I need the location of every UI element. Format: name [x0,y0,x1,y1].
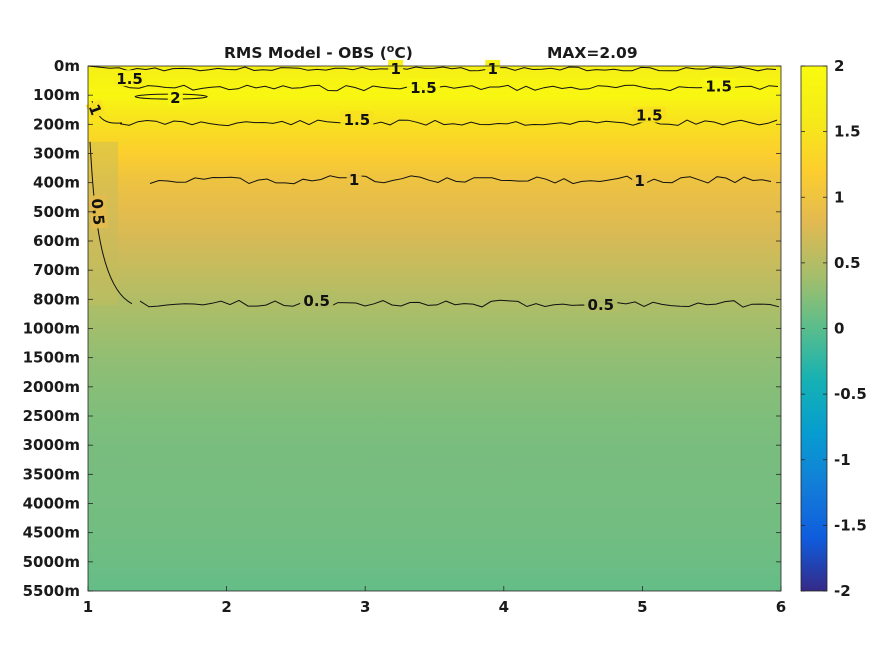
contour-label-bg [167,89,183,106]
heatmap-field [88,66,781,591]
contour-label: 1 [634,172,644,190]
contour-0p5 [139,299,780,308]
y-tick-label: 4000m [23,495,80,513]
contour-label-bg [632,172,648,189]
y-tick-label: 3000m [23,436,80,454]
x-axis-ticks: 1 2 3 4 5 6 [83,586,786,616]
chart-title: RMS Model - OBS (oC) [224,42,413,62]
contour-label-bg [632,106,666,123]
max-value-label: MAX=2.09 [547,44,638,62]
contour-0p5-left [89,141,133,305]
colorbar-tick-label: 0.5 [834,254,861,272]
y-tick-label: 300m [33,145,80,163]
colorbar-tick-label: -1 [834,451,851,469]
colorbar-tick-label: 1 [834,188,844,206]
colorbar: 2 1.5 1 0.5 0 -0.5 -1 -1.5 -2 [800,57,867,600]
y-tick-label: 600m [33,232,80,250]
contour-label-bg [584,296,618,313]
contour-1-top [87,65,777,72]
x-tick-label: 5 [637,598,647,616]
colorbar-tick-label: -1.5 [834,516,867,534]
y-tick-label: 3500m [23,465,80,483]
y-tick-label: 200m [33,115,80,133]
contour-label: 1.5 [410,79,437,97]
contour-label: 1 [487,60,497,78]
title-end: C) [394,44,412,62]
colorbar-tick-label: -2 [834,582,851,600]
title-main: RMS Model - OBS ( [224,44,387,62]
contour-label-bg [406,78,440,95]
y-tick-label: 2000m [23,378,80,396]
contour-label: 1.5 [344,111,371,129]
y-axis-ticks: 0m 100m 200m 300m 400m 500m 600m 700m 800m 1000m 1… [23,57,781,600]
y-tick-label: 400m [33,174,80,192]
colorbar-tick-label: -0.5 [834,385,867,403]
contour-label: 0.5 [588,296,615,314]
y-tick-label: 800m [33,290,80,308]
contour-label: 0.5 [303,292,330,310]
colorbar-tick-label: 0 [834,320,844,338]
contour-1p5-lower [119,119,778,127]
y-tick-label: 5500m [23,582,80,600]
y-tick-label: 5000m [23,553,80,571]
contour-label-bg [89,194,109,229]
contour-label-bg [346,170,362,187]
contour-label: 1.5 [636,107,663,125]
y-tick-label: 1000m [23,320,80,338]
contour-1 [149,175,772,185]
contour-label: 1 [349,171,359,189]
contour-label-bg [388,59,404,76]
contour-label: 0.5 [88,198,108,226]
y-tick-label: 500m [33,203,80,221]
contour-label: 1 [390,60,400,78]
x-tick-label: 3 [360,598,370,616]
contour-label-bg [113,70,147,87]
y-tick-label: 0m [54,57,80,75]
contour-label-bg [340,110,374,127]
y-tick-label: 700m [33,261,80,279]
contour-label: 2 [170,89,180,107]
x-tick-label: 4 [499,598,509,616]
x-tick-label: 6 [776,598,786,616]
contour-label: 1.5 [705,77,732,95]
contour-label-bg [702,77,736,94]
contour-label-bg [300,291,334,308]
y-tick-label: 2500m [23,407,80,425]
contour-label: 1.5 [116,70,143,88]
y-tick-label: 1500m [23,349,80,367]
x-tick-label: 1 [83,598,93,616]
title-superscript: o [387,42,395,55]
contour-label-bg [485,59,501,76]
x-tick-label: 2 [221,598,231,616]
y-tick-label: 4500m [23,524,80,542]
colorbar-tick-label: 2 [834,57,844,75]
colorbar-tick-label: 1.5 [834,123,861,141]
colorbar-ticks: 2 1.5 1 0.5 0 -0.5 -1 -1.5 -2 [801,57,867,600]
y-tick-label: 100m [33,86,80,104]
contour-label-bg [85,99,106,120]
contour-1p5-upper [115,83,779,92]
